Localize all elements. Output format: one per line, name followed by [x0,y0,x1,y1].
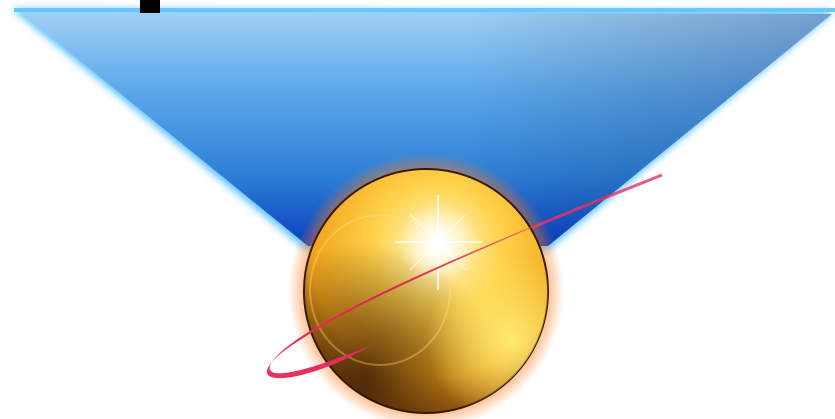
flare-rays [395,195,482,290]
blue-triangle-shade [20,12,832,246]
glyph-fragment [140,0,160,13]
triangle-top-edge [14,8,835,12]
